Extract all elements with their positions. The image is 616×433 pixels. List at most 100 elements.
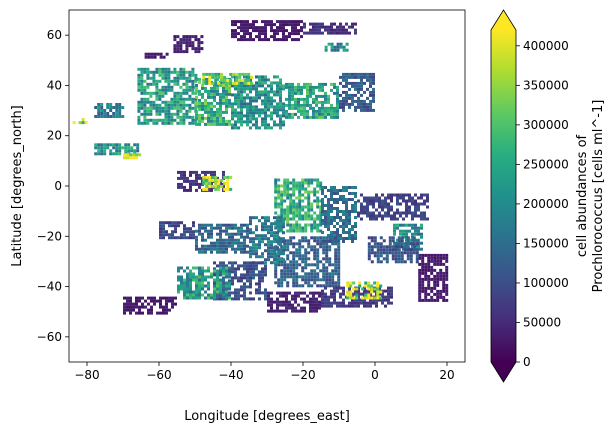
data-cell (264, 93, 267, 97)
data-cell (94, 115, 98, 118)
data-cell (282, 219, 285, 223)
data-cell (161, 70, 165, 74)
data-cell (310, 208, 314, 212)
data-cell (115, 109, 119, 112)
data-cell (312, 294, 315, 298)
data-cell (267, 225, 270, 229)
data-cell (292, 181, 296, 185)
data-cell (246, 270, 249, 274)
data-cell (171, 221, 174, 225)
data-cell (146, 121, 150, 125)
data-cell (214, 184, 218, 188)
data-cell (345, 204, 348, 207)
data-cell (144, 305, 147, 309)
data-cell (342, 75, 345, 79)
data-cell (297, 100, 300, 104)
data-cell (381, 289, 384, 293)
data-cell (195, 296, 198, 300)
data-cell (234, 20, 237, 24)
data-cell (234, 93, 237, 97)
data-cell (247, 72, 251, 76)
data-cell (313, 248, 317, 252)
data-cell (180, 281, 183, 285)
data-cell (346, 293, 350, 297)
data-cell (328, 272, 332, 276)
data-cell (213, 296, 216, 300)
data-region (418, 253, 449, 302)
data-cell (159, 302, 162, 306)
data-cell (164, 76, 168, 80)
data-cell (240, 87, 243, 91)
data-cell (396, 199, 399, 203)
data-cell (161, 76, 165, 80)
data-cell (390, 286, 393, 290)
data-cell (213, 98, 216, 102)
data-cell (382, 251, 386, 255)
data-cell (177, 185, 180, 189)
data-cell (442, 295, 446, 299)
data-cell (345, 222, 348, 225)
data-cell (249, 23, 252, 27)
data-cell (372, 199, 375, 203)
data-cell (430, 256, 434, 260)
data-cell (234, 270, 237, 274)
data-cell (327, 100, 330, 104)
data-cell (289, 272, 293, 276)
data-cell (280, 199, 284, 203)
data-cell (289, 226, 293, 230)
data-cell (423, 199, 426, 203)
data-cell (237, 264, 240, 268)
data-cell (143, 100, 147, 104)
data-cell (372, 298, 375, 302)
data-cell (234, 114, 237, 118)
data-cell (330, 240, 333, 243)
data-cell (274, 199, 278, 203)
data-cell (324, 25, 327, 29)
data-cell (382, 239, 386, 243)
data-cell (240, 294, 243, 298)
data-cell (331, 263, 335, 267)
data-cell (282, 225, 285, 229)
data-cell (292, 278, 296, 282)
data-cell (414, 211, 417, 215)
data-cell (243, 264, 246, 268)
data-cell (211, 175, 215, 179)
data-cell (384, 289, 387, 293)
data-cell (360, 72, 363, 76)
data-cell (316, 223, 320, 227)
data-cell (354, 186, 357, 189)
data-cell (255, 225, 258, 229)
data-cell (189, 227, 192, 231)
data-cell (182, 121, 186, 125)
data-cell (301, 214, 305, 218)
data-cell (316, 196, 320, 200)
data-cell (367, 287, 371, 291)
data-cell (167, 115, 171, 119)
data-cell (150, 296, 153, 300)
data-cell (149, 103, 153, 107)
colorbar-tick-label: 150000 (523, 236, 569, 250)
data-cell (216, 250, 219, 254)
data-cell (360, 84, 363, 88)
data-cell (231, 126, 234, 130)
data-cell (418, 283, 422, 287)
data-cell (198, 287, 201, 291)
data-cell (204, 247, 207, 251)
data-cell (126, 299, 129, 303)
data-cell (418, 286, 422, 290)
data-cell (337, 281, 341, 285)
data-cell (279, 300, 282, 304)
data-cell (439, 295, 443, 299)
data-cell (237, 38, 240, 42)
data-cell (246, 102, 249, 106)
data-cell (300, 106, 303, 110)
data-cell (143, 85, 147, 89)
data-cell (285, 29, 288, 33)
data-cell (144, 299, 147, 303)
data-cell (285, 38, 288, 42)
data-cell (427, 286, 431, 290)
data-cell (273, 32, 276, 36)
data-cell (376, 281, 380, 285)
data-cell (433, 274, 437, 278)
x-tick-label: −80 (74, 368, 99, 382)
